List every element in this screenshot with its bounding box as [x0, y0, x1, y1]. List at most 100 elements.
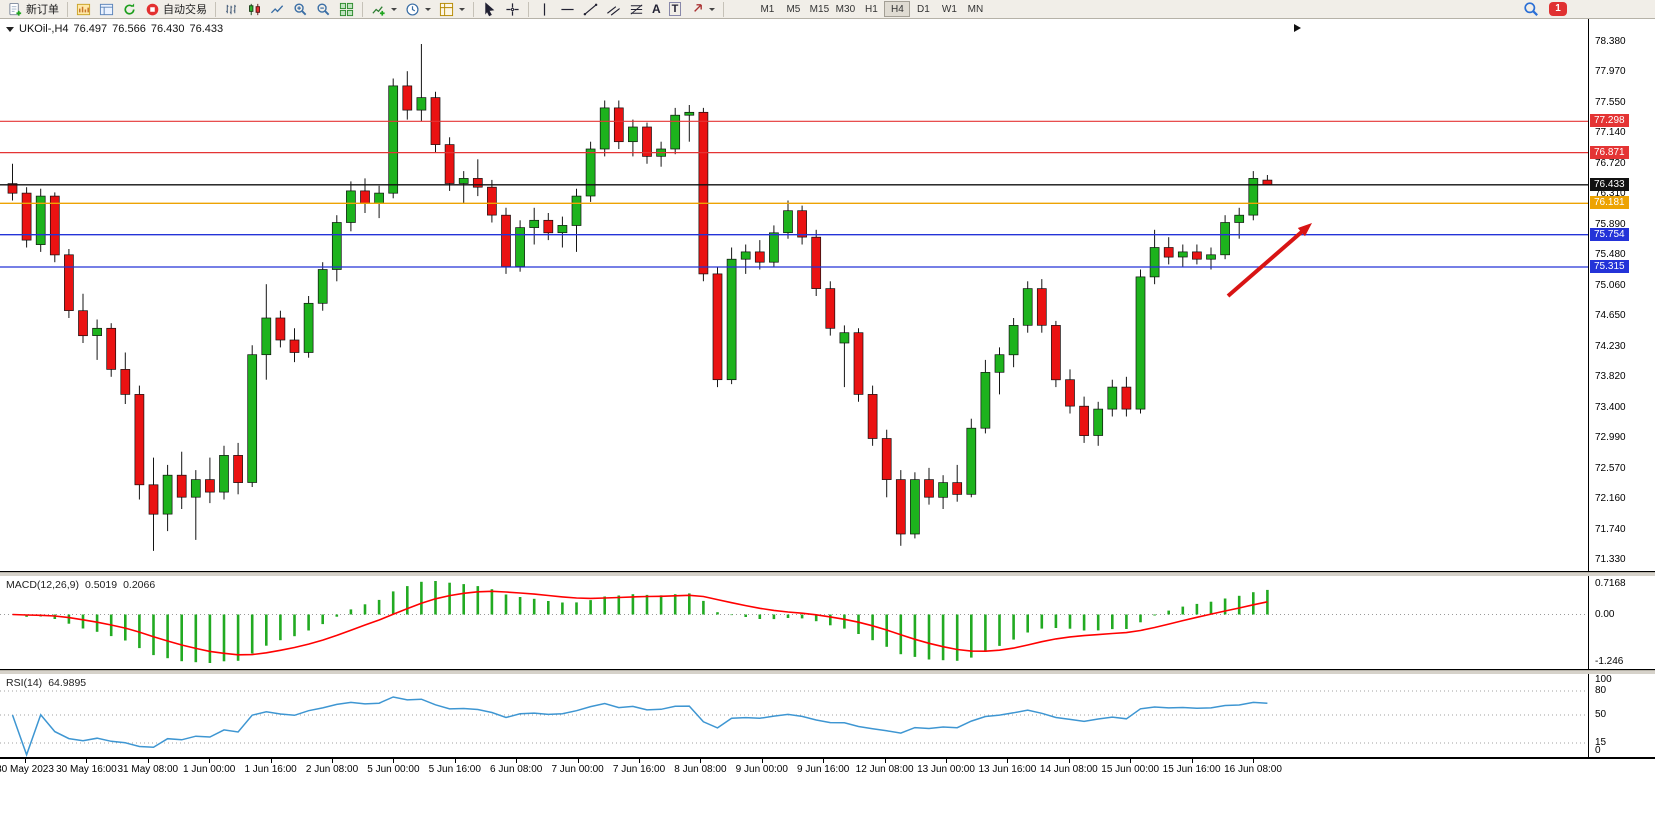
- rsi-panel[interactable]: RSI(14) 64.9895: [0, 674, 1588, 758]
- tile-windows-button[interactable]: [335, 1, 358, 18]
- chevron-down-icon: [425, 7, 431, 11]
- time-axis-label: 7 Jun 00:00: [551, 764, 604, 775]
- macd-signal-value: 0.2066: [123, 579, 156, 591]
- crosshair-button[interactable]: [501, 1, 524, 18]
- chevron-down-icon: [709, 7, 716, 11]
- candle-body: [7, 183, 18, 194]
- time-axis[interactable]: 30 May 2023 30 May 16:00 31 May 08:00 1 Jun…: [0, 758, 1655, 780]
- time-axis-label: 2 Jun 08:00: [305, 764, 359, 775]
- candle-body: [853, 332, 864, 395]
- candle-body: [1220, 222, 1230, 256]
- channel-button[interactable]: [602, 1, 625, 18]
- time-axis-label: 9 Jun 00:00: [735, 764, 788, 775]
- candle-body: [501, 214, 511, 267]
- candle-body: [543, 219, 554, 234]
- timeframe-h1[interactable]: H1: [858, 1, 884, 17]
- timeframe-m1[interactable]: M1: [754, 1, 780, 17]
- price-axis-label: 72.990: [1595, 431, 1626, 443]
- macd-panel[interactable]: MACD(12,26,9) 0.5019 0.2066: [0, 576, 1588, 670]
- time-axis-label: 30 May 2023: [0, 764, 54, 775]
- rsi-plot[interactable]: [0, 674, 1588, 757]
- time-axis-tick: [1007, 759, 1009, 763]
- templates-button[interactable]: [435, 1, 469, 18]
- timeframe-m30[interactable]: M30: [832, 1, 858, 17]
- horizontal-line-icon: [561, 8, 574, 10]
- arrows-button[interactable]: [685, 1, 719, 18]
- bar-chart-button[interactable]: [220, 1, 243, 18]
- main-chart-panel[interactable]: UKOil-,H4 76.497 76.566 76.430 76.433: [0, 19, 1588, 572]
- price-axis-label: 74.230: [1595, 340, 1626, 352]
- candle-body: [205, 479, 215, 493]
- zoom-in-button[interactable]: [289, 1, 312, 18]
- notification-badge[interactable]: 1: [1549, 2, 1567, 16]
- search-button[interactable]: [1519, 1, 1543, 18]
- time-axis-tick: [454, 759, 456, 763]
- timeframe-m15[interactable]: M15: [806, 1, 832, 17]
- timeframe-d1[interactable]: D1: [910, 1, 936, 17]
- zoom-out-icon: [317, 2, 330, 15]
- candle-body: [980, 372, 991, 429]
- macd-signal-line: [12, 590, 1268, 656]
- panel-divider[interactable]: [0, 572, 1655, 576]
- candle-body: [233, 455, 243, 483]
- navigator-refresh-button[interactable]: [118, 1, 141, 18]
- autotrading-button[interactable]: 自动交易: [141, 1, 211, 18]
- horizontal-line-button[interactable]: [556, 1, 579, 18]
- line-chart-button[interactable]: [266, 1, 289, 18]
- autotrading-label: 自动交易: [163, 4, 207, 16]
- candle-body: [1192, 251, 1202, 260]
- vertical-line-button[interactable]: [533, 1, 556, 18]
- cursor-button[interactable]: [478, 1, 501, 18]
- chevron-down-icon: [459, 7, 465, 11]
- macd-label: MACD(12,26,9) 0.5019 0.2066: [6, 579, 155, 591]
- vertical-line-icon: [543, 2, 546, 16]
- candlestick-chart-button[interactable]: [243, 1, 266, 18]
- new-order-button[interactable]: 新订单: [4, 1, 63, 18]
- candle-body: [910, 479, 920, 535]
- panel-divider[interactable]: [0, 670, 1655, 674]
- label-icon: T: [668, 2, 682, 16]
- candle-body: [190, 479, 201, 498]
- candlestick-chart-icon: [249, 3, 260, 15]
- time-axis-label: 5 Jun 16:00: [428, 764, 481, 775]
- price-tag: 75.754: [1590, 227, 1629, 241]
- candle-body: [219, 455, 229, 493]
- chart-menu-icon[interactable]: [6, 27, 14, 32]
- data-window-button[interactable]: [95, 1, 118, 18]
- price-axis-label: 75.480: [1595, 248, 1626, 260]
- timeframe-h4[interactable]: H4: [884, 1, 911, 17]
- timeframe-w1[interactable]: W1: [936, 1, 962, 17]
- macd-axis[interactable]: 0.7168 0.00 -1.246: [1588, 576, 1655, 670]
- macd-plot[interactable]: [0, 576, 1588, 669]
- zoom-out-button[interactable]: [312, 1, 335, 18]
- candle-body: [726, 258, 737, 381]
- candle-body: [374, 192, 384, 204]
- fibonacci-button[interactable]: [625, 1, 648, 18]
- text-button[interactable]: A: [648, 1, 665, 18]
- price-axis-label: 71.740: [1595, 523, 1626, 535]
- periods-button[interactable]: [401, 1, 435, 18]
- label-button[interactable]: T: [665, 1, 686, 18]
- time-axis-label: 7 Jun 16:00: [612, 764, 666, 775]
- candle-body: [557, 225, 568, 234]
- rsi-axis[interactable]: 100 80 50 15 0: [1588, 674, 1655, 758]
- timeframe-m5[interactable]: M5: [780, 1, 806, 17]
- rsi-line: [11, 696, 1268, 757]
- macd-axis-label: -1.246: [1595, 656, 1624, 667]
- candle-body: [1065, 379, 1075, 407]
- timeframe-mn[interactable]: MN: [962, 1, 988, 17]
- trendline-button[interactable]: [579, 1, 602, 18]
- indicators-button[interactable]: [367, 1, 401, 18]
- candle-body: [1051, 325, 1061, 381]
- candle-body: [21, 192, 32, 241]
- candle-body: [416, 97, 427, 111]
- market-watch-button[interactable]: [72, 1, 95, 18]
- chart-close: 76.433: [189, 23, 224, 35]
- price-axis-label: 73.820: [1595, 370, 1626, 382]
- time-axis-label: 31 May 08:00: [117, 764, 179, 775]
- price-axis[interactable]: 78.380 77.970 77.550 77.140 76.720 76.310 75.8…: [1588, 19, 1655, 572]
- time-axis-tick: [1191, 759, 1193, 763]
- toolbar-separator: [473, 1, 474, 17]
- candlestick-plot[interactable]: [0, 19, 1588, 571]
